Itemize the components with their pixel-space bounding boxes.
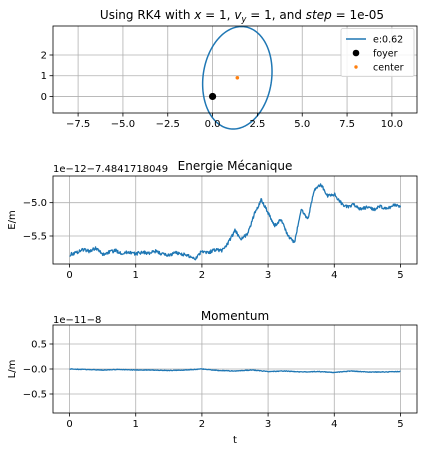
x-tick-label: 1 xyxy=(133,270,139,281)
y-tick-label: 1 xyxy=(41,71,47,82)
x-tick-label: 5 xyxy=(397,270,403,281)
x-tick-label: 0 xyxy=(66,419,72,430)
orbit-panel: Using RK4 with x = 1, vy = 1, and step =… xyxy=(41,8,418,130)
momentum-xlabel: t xyxy=(233,435,237,446)
x-tick-label: −7.5 xyxy=(66,119,90,130)
momentum-series-line xyxy=(69,368,401,374)
momentum-offset-text: 1e−11−8 xyxy=(53,315,101,326)
energy-offset-text: 1e−12−7.4841718049 xyxy=(53,164,168,175)
orbit-legend: e:0.62 foyer center xyxy=(340,28,415,77)
foyer-point xyxy=(208,92,217,101)
y-tick-label: 0.5 xyxy=(31,340,47,351)
x-tick-label: 1 xyxy=(133,419,139,430)
x-tick-label: 5 xyxy=(397,419,403,430)
legend-label-center: center xyxy=(373,63,404,74)
orbit-axes-frame xyxy=(52,25,418,114)
momentum-panel: Momentum 1e−11−8 L/m t 0 1 2 3 4 5 −0.5 −0.0 0.5 xyxy=(7,309,418,446)
x-tick-label: −2.5 xyxy=(156,119,180,130)
legend-box xyxy=(340,28,415,77)
energy-ylabel: E/m xyxy=(7,210,18,229)
energy-panel: Energie Mécanique 1e−12−7.4841718049 E/m… xyxy=(7,159,418,281)
x-tick-label: 4 xyxy=(331,270,337,281)
legend-label-orbit: e:0.62 xyxy=(373,35,403,46)
x-tick-label: 3 xyxy=(265,270,271,281)
legend-swatch-center xyxy=(354,65,358,69)
x-tick-label: 2 xyxy=(199,419,205,430)
x-tick-label: 5.0 xyxy=(294,119,310,130)
x-tick-label: 0.0 xyxy=(205,119,221,130)
orbit-title: Using RK4 with x = 1, vy = 1, and step =… xyxy=(100,8,384,25)
y-tick-label: −5.5 xyxy=(23,232,47,243)
x-tick-label: 3 xyxy=(265,419,271,430)
x-tick-label: 10.0 xyxy=(381,119,403,130)
x-tick-label: 2.5 xyxy=(249,119,265,130)
y-tick-label: −0.0 xyxy=(23,365,47,376)
x-tick-label: 0 xyxy=(66,270,72,281)
x-tick-label: −5.0 xyxy=(111,119,135,130)
legend-label-foyer: foyer xyxy=(373,49,398,60)
momentum-ylabel: L/m xyxy=(7,360,18,379)
y-tick-label: −5.0 xyxy=(23,198,47,209)
y-tick-label: 2 xyxy=(41,51,47,62)
x-tick-label: 4 xyxy=(331,419,337,430)
y-tick-label: 0 xyxy=(41,92,47,103)
energy-series-line xyxy=(69,183,402,261)
x-tick-label: 2 xyxy=(199,270,205,281)
center-point xyxy=(235,75,240,80)
orbit-ellipse-line xyxy=(201,25,273,130)
y-tick-label: −0.5 xyxy=(23,390,47,401)
x-tick-label: 7.5 xyxy=(339,119,355,130)
energy-title: Energie Mécanique xyxy=(178,159,293,173)
energy-axes-frame xyxy=(52,175,418,265)
momentum-title: Momentum xyxy=(201,309,269,323)
legend-swatch-foyer xyxy=(352,49,360,57)
